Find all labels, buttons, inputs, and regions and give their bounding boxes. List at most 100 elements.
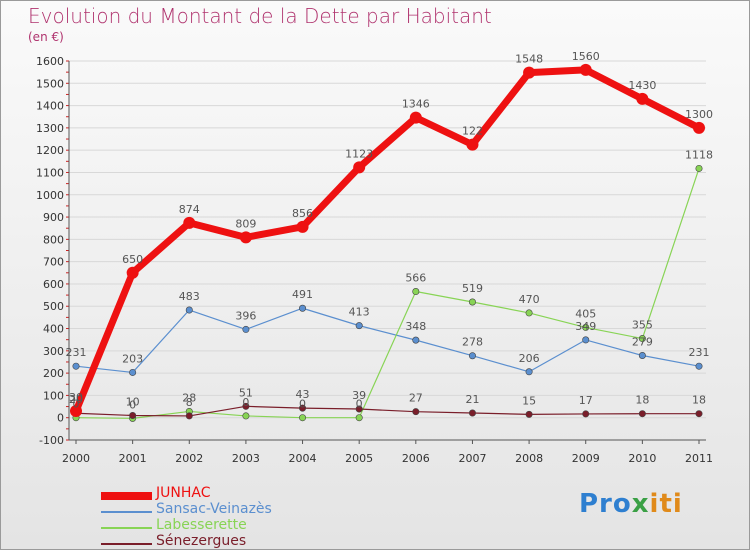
data-point [72, 362, 80, 370]
x-tick-label: 2008 [515, 452, 543, 465]
data-label: 1548 [515, 53, 543, 66]
data-point [299, 414, 307, 422]
data-point [525, 410, 533, 418]
y-tick-label: 900 [43, 211, 64, 224]
data-point [185, 412, 193, 420]
legend-label: JUNHAC [156, 485, 211, 501]
data-label: 396 [235, 309, 256, 322]
y-tick-label: 1500 [36, 77, 64, 90]
y-tick-label: 100 [43, 389, 64, 402]
series-line [75, 307, 700, 374]
data-point [638, 410, 646, 418]
data-point [409, 111, 422, 124]
data-point [582, 323, 590, 331]
data-point [412, 288, 420, 296]
data-label: 43 [296, 388, 310, 401]
data-label: 18 [692, 394, 706, 407]
data-point [129, 368, 137, 376]
data-label: 0 [129, 398, 136, 411]
x-tick-label: 2000 [62, 452, 90, 465]
data-point [695, 362, 703, 370]
y-tick-label: 1300 [36, 122, 64, 135]
data-point [355, 322, 363, 330]
chart-title: Evolution du Montant de la Dette par Hab… [28, 4, 492, 28]
y-tick-label: 500 [43, 300, 64, 313]
data-label: 650 [122, 253, 143, 266]
data-label: 39 [352, 389, 366, 402]
legend-swatch [101, 543, 152, 545]
data-label: 30 [69, 391, 83, 404]
data-label: 470 [519, 293, 540, 306]
x-tick-label: 2010 [628, 452, 656, 465]
legend-swatch [101, 492, 152, 500]
data-label: 28 [182, 391, 196, 404]
x-tick-label: 2003 [232, 452, 260, 465]
data-label: 8 [186, 396, 193, 409]
data-label: 231 [66, 346, 87, 359]
data-point [70, 405, 82, 418]
data-point [636, 92, 649, 105]
chart-subtitle: (en €) [28, 30, 64, 44]
data-point [355, 405, 363, 413]
x-tick-label: 2001 [119, 452, 147, 465]
data-label: 1300 [685, 108, 713, 121]
series-line [75, 405, 699, 417]
x-tick-label: 2004 [289, 452, 317, 465]
y-tick-label: 800 [43, 233, 64, 246]
data-point [638, 352, 646, 360]
data-label: 51 [239, 386, 253, 399]
data-point [693, 121, 705, 134]
data-point [466, 138, 479, 151]
data-point [468, 352, 476, 360]
data-point [412, 336, 420, 344]
data-point [242, 402, 250, 410]
data-label: 279 [632, 336, 653, 349]
legend-label: Sénezergues [156, 533, 247, 549]
y-tick-label: 400 [43, 323, 64, 336]
data-point [579, 63, 592, 76]
data-point [126, 266, 139, 279]
data-point [695, 164, 703, 172]
data-label: 809 [235, 217, 256, 230]
x-tick-label: 2009 [572, 452, 600, 465]
data-point [242, 412, 250, 420]
data-label: 491 [292, 288, 313, 301]
x-tick-label: 2006 [402, 452, 430, 465]
y-tick-label: 1600 [36, 55, 64, 68]
y-tick-label: 300 [43, 345, 64, 358]
data-label: 20 [69, 393, 83, 406]
x-tick-label: 2011 [685, 452, 713, 465]
data-point [353, 161, 366, 174]
data-label: 18 [635, 394, 649, 407]
x-tick-label: 2005 [345, 452, 373, 465]
data-label: 0 [73, 398, 80, 411]
y-tick-label: 700 [43, 256, 64, 269]
data-label: 0 [299, 398, 306, 411]
data-label: 1560 [572, 50, 600, 63]
logo-part: Pro [579, 489, 632, 519]
data-point [525, 368, 533, 376]
y-tick-label: 1100 [36, 166, 64, 179]
data-point [242, 325, 250, 333]
series-line [72, 66, 701, 413]
y-tick-label: 200 [43, 367, 64, 380]
data-label: 348 [405, 320, 426, 333]
data-point [638, 335, 646, 343]
legend-swatch [101, 511, 152, 513]
series-line [75, 168, 700, 419]
x-tick-label: 2007 [458, 452, 486, 465]
legend-label: Sansac-Veinazès [156, 501, 272, 517]
y-tick-label: 1400 [36, 100, 64, 113]
data-label: 231 [689, 346, 710, 359]
data-label: 15 [522, 394, 536, 407]
data-label: 1118 [685, 148, 713, 161]
data-label: 519 [462, 282, 483, 295]
y-tick-label: 0 [57, 412, 64, 425]
data-label: 0 [242, 396, 249, 409]
x-tick-label: 2002 [175, 452, 203, 465]
data-point [695, 410, 703, 418]
y-tick-label: 1000 [36, 189, 64, 202]
y-tick-label: 1200 [36, 144, 64, 157]
